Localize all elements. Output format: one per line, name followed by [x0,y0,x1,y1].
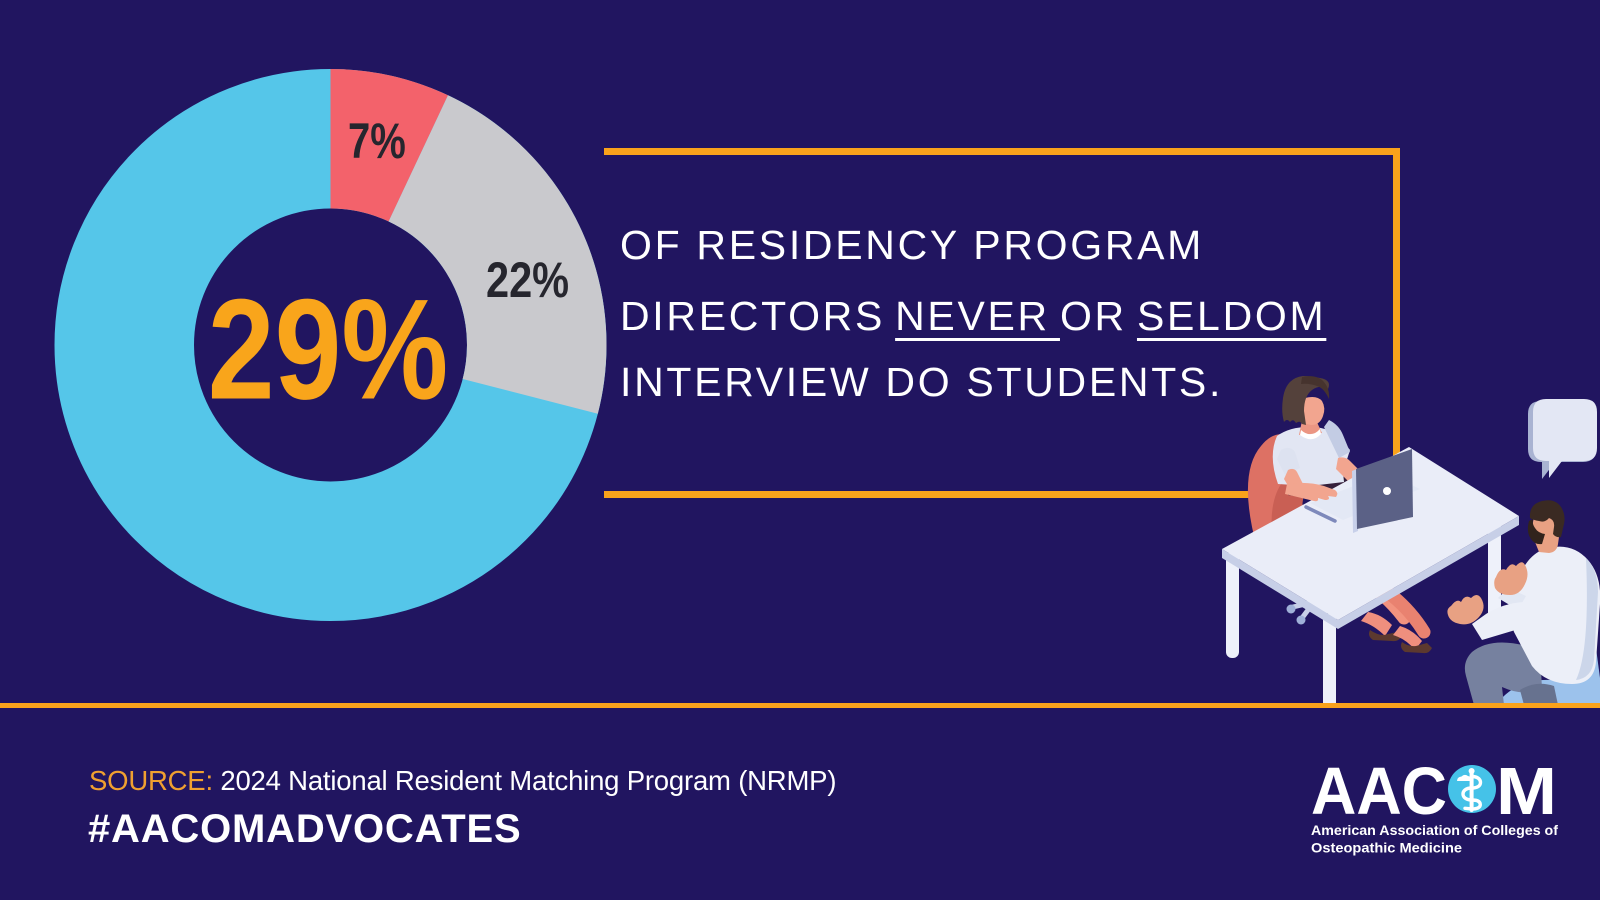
svg-text:Osteopathic Medicine: Osteopathic Medicine [1311,840,1462,856]
svg-text:AAC: AAC [1311,755,1447,829]
svg-text:American Association of Colleg: American Association of Colleges of [1311,822,1558,838]
svg-text:M: M [1496,755,1557,829]
